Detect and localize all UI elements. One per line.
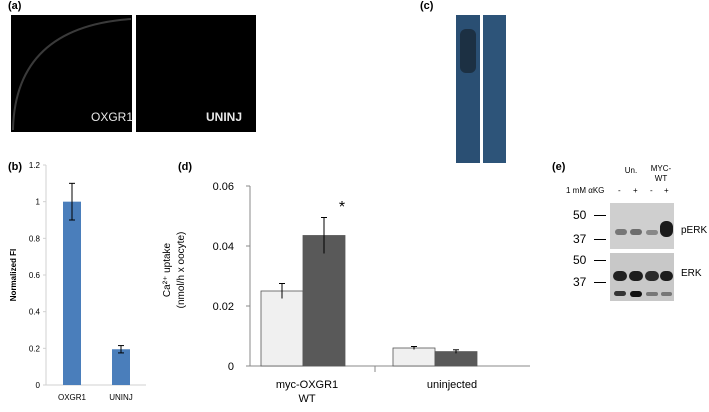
- chart-b-yticks: 0 0.2 0.4 0.6 0.8 1 1.2: [29, 161, 46, 390]
- chart-b-ytick-label: 1.2: [29, 161, 41, 170]
- microscopy-image-oxgr1: [11, 15, 132, 132]
- image-caption-uninj: UNINJ: [206, 110, 243, 124]
- blot-lane-1: [456, 15, 480, 163]
- band: [613, 271, 627, 281]
- sign-4: +: [664, 186, 669, 195]
- marker-50-perk: 50: [573, 208, 587, 222]
- marker-37-perk: 37: [573, 232, 587, 246]
- chart-b-ytick-label: 0.2: [29, 344, 41, 353]
- chart-d-ylabel-line1: Ca²⁺ uptake: [162, 242, 173, 297]
- panel-e-label: (e): [552, 161, 566, 173]
- chart-d-ytick-label: 0.06: [213, 181, 234, 193]
- col-group-myc-wt: MYC- WT: [650, 164, 672, 183]
- band: [660, 271, 673, 281]
- chart-b-ytick-label: 1: [36, 198, 41, 207]
- chart-d-ytick-label: 0.02: [213, 301, 234, 313]
- chart-b-ylabel: Normalized FI: [9, 249, 18, 301]
- image-caption-oxgr1: OXGR1: [91, 110, 134, 124]
- band: [646, 230, 658, 235]
- panel-b-label: (b): [8, 161, 23, 173]
- band: [614, 291, 626, 296]
- chart-d-significance-star: *: [339, 199, 345, 216]
- band: [630, 291, 642, 297]
- band: [646, 292, 658, 296]
- blot-name-erk: ERK: [681, 268, 702, 279]
- panel-d-label: (d): [178, 161, 193, 173]
- chart-d-ytick-label: 0.04: [213, 241, 234, 253]
- chart-d-bar: [392, 347, 436, 367]
- blot-erk: [610, 253, 674, 301]
- sign-3: -: [650, 186, 653, 195]
- chart-d-ylabel-line2: (nmol/h x oocyte): [176, 232, 187, 309]
- marker-tick: [594, 260, 606, 261]
- chart-b-xtick-0: OXGR1: [58, 393, 87, 402]
- band: [629, 271, 643, 281]
- marker-37-erk: 37: [573, 275, 587, 289]
- band: [615, 229, 627, 235]
- chart-d-bar: [260, 290, 304, 367]
- chart-d-ytick-label: 0: [228, 361, 234, 373]
- chart-b-ytick-label: 0: [36, 381, 41, 390]
- microscopy-image-uninj: [136, 15, 256, 132]
- panel-a-label: (a): [8, 0, 22, 12]
- chart-d: 0 0.02 0.04 0.06 Ca²⁺ uptake (nmol/h x oocy…: [162, 181, 530, 405]
- marker-tick: [594, 282, 606, 283]
- sign-1: -: [618, 186, 621, 195]
- treatment-label: 1 mM αKG: [566, 186, 605, 195]
- chart-b-bar: [112, 349, 130, 385]
- chart-b: 0 0.2 0.4 0.6 0.8 1 1.2 Normalized FI OXGR1 UN…: [9, 161, 146, 402]
- chart-d-bar: [302, 235, 346, 367]
- blot-band: [460, 29, 476, 73]
- band: [630, 229, 642, 235]
- marker-50-erk: 50: [573, 253, 587, 267]
- marker-tick: [594, 215, 606, 216]
- sign-2: +: [633, 186, 638, 195]
- chart-d-xtick-0-line1: myc-OXGR1: [276, 379, 338, 391]
- chart-d-xtick-0-line2: WT: [298, 393, 315, 405]
- blot-name-perk: pERK: [681, 225, 708, 236]
- chart-d-xtick-1: uninjected: [427, 379, 477, 391]
- blot-lane-2: [483, 15, 506, 163]
- chart-b-xtick-1: UNINJ: [109, 393, 133, 402]
- chart-b-ytick-label: 0.8: [29, 234, 41, 243]
- chart-b-bar: [63, 201, 81, 385]
- band: [645, 271, 659, 281]
- band-strong: [660, 221, 673, 237]
- oocyte-outline: [12, 18, 132, 131]
- marker-tick: [594, 239, 606, 240]
- chart-d-bar: [434, 351, 478, 367]
- chart-b-ytick-label: 0.6: [29, 271, 41, 280]
- chart-b-ytick-label: 0.4: [29, 308, 41, 317]
- blot-perk: [610, 203, 674, 249]
- panel-c-label: (c): [420, 0, 434, 12]
- col-group-un: Un.: [624, 166, 638, 175]
- band: [661, 292, 672, 296]
